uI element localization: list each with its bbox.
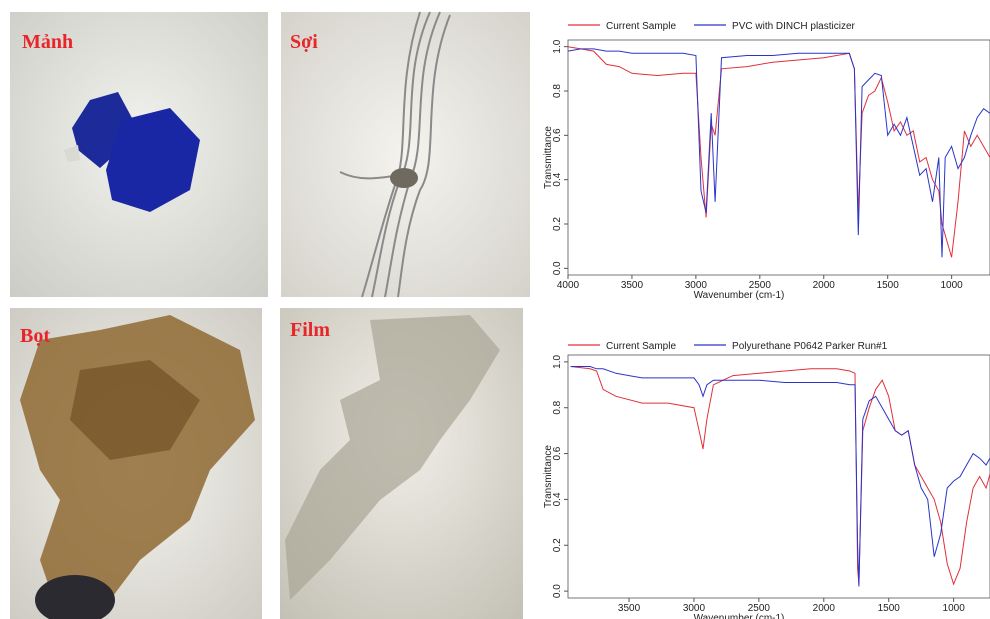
x-tick-label: 4000 [557,280,580,291]
legend-label: Polyurethane P0642 Parker Run#1 [732,341,888,352]
photo-foam: Bọt [10,308,262,619]
series-line [571,367,990,585]
x-tick-label: 1500 [877,280,900,291]
x-tick-label: 3500 [618,603,641,614]
legend-label: Current Sample [606,341,676,352]
legend-label: Current Sample [606,21,676,32]
series-line [568,49,990,257]
y-tick-label: 0.8 [552,400,563,414]
y-tick-label: 0.0 [552,584,563,598]
photo-label: Bọt [20,325,50,347]
x-axis-label: Wavenumber (cm-1) [694,290,785,301]
legend-label: PVC with DINCH plasticizer [732,21,855,32]
photo-fiber: Sợi [281,12,530,297]
y-tick-label: 1.0 [552,39,563,53]
x-tick-label: 1000 [943,603,966,614]
y-axis-label: Transmittance [543,445,554,508]
y-tick-label: 1.0 [552,354,563,368]
photo-label: Mảnh [22,31,73,53]
y-axis-label: Transmittance [543,126,554,189]
series-line [568,47,990,258]
figure: Mảnh Sợi Bọt Film 0.00.20.40.60.81.04000… [0,0,990,619]
y-tick-label: 0.8 [552,84,563,98]
photo-film: Film [280,308,523,619]
photo-fragment: Mảnh [10,12,268,297]
y-tick-label: 0.2 [552,217,563,231]
y-tick-label: 0.0 [552,261,563,275]
x-tick-label: 2000 [813,603,836,614]
x-tick-label: 1000 [941,280,964,291]
photo-label: Sợi [290,31,318,53]
x-axis-label: Wavenumber (cm-1) [694,613,785,619]
photo-label: Film [290,319,330,341]
plot-area [568,355,990,598]
x-tick-label: 1500 [878,603,901,614]
x-tick-label: 2000 [813,280,836,291]
y-tick-label: 0.2 [552,538,563,552]
series-line [571,367,990,587]
x-tick-label: 3500 [621,280,644,291]
plot-area [568,40,990,275]
